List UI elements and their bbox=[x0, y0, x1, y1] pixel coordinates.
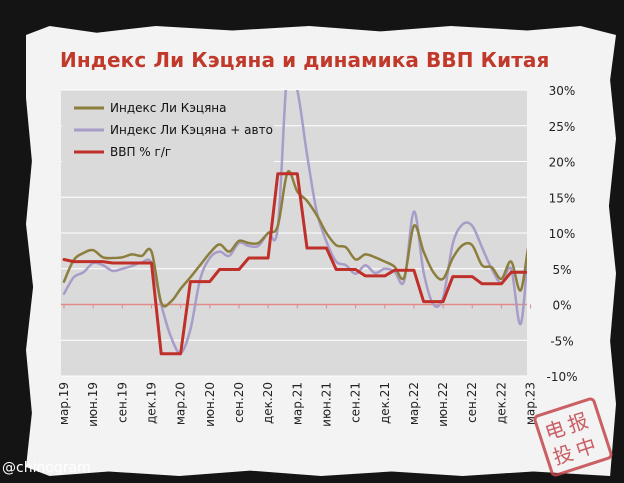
x-tick-label: июн.20 bbox=[203, 382, 217, 427]
legend-label: Индекс Ли Кэцяна + авто bbox=[110, 123, 273, 137]
x-tick-label: сен.22 bbox=[465, 382, 479, 423]
x-tick-label: июн.21 bbox=[319, 382, 333, 427]
x-tick-label: мар.21 bbox=[290, 382, 304, 425]
y-tick-label: 30% bbox=[549, 84, 576, 98]
seal-stamp: 电 报 投 中 bbox=[533, 397, 613, 477]
x-tick-label: сен.21 bbox=[349, 382, 363, 423]
y-tick-label: 5% bbox=[552, 263, 571, 277]
series-line bbox=[62, 172, 527, 356]
x-tick-label: мар.23 bbox=[524, 382, 538, 425]
x-tick-label: сен.20 bbox=[232, 382, 246, 423]
series-line bbox=[62, 90, 527, 355]
x-tick-label: мар.19 bbox=[57, 382, 71, 425]
legend-label: Индекс Ли Кэцяна bbox=[110, 101, 227, 115]
x-tick-label: дек.20 bbox=[261, 382, 275, 424]
y-tick-label: -10% bbox=[546, 370, 577, 384]
seal-char-3: 投 bbox=[550, 440, 576, 469]
x-tick-label: дек.22 bbox=[494, 382, 508, 424]
y-tick-label: 0% bbox=[552, 299, 571, 313]
x-tick-label: дек.21 bbox=[378, 382, 392, 424]
y-tick-label: 20% bbox=[549, 156, 576, 170]
y-tick-label: 25% bbox=[549, 120, 576, 134]
y-tick-label: 15% bbox=[549, 191, 576, 205]
x-tick-label: мар.20 bbox=[174, 382, 188, 425]
x-tick-label: сен.19 bbox=[115, 382, 129, 423]
y-tick-label: 10% bbox=[549, 227, 576, 241]
x-tick-label: июн.19 bbox=[86, 382, 100, 427]
chart-title: Индекс Ли Кэцяна и динамика ВВП Китая bbox=[60, 48, 550, 72]
x-tick-label: дек.19 bbox=[144, 382, 158, 424]
x-tick-label: мар.22 bbox=[407, 382, 421, 425]
y-tick-label: -5% bbox=[550, 334, 573, 348]
x-tick-label: июн.22 bbox=[436, 382, 450, 427]
series-line bbox=[62, 169, 527, 308]
watermark-text: @chinogram bbox=[2, 460, 91, 476]
seal-char-2: 报 bbox=[565, 408, 591, 437]
legend-label: ВВП % г/г bbox=[110, 145, 171, 159]
seal-char-1: 电 bbox=[542, 416, 568, 445]
seal-char-4: 中 bbox=[573, 433, 599, 462]
